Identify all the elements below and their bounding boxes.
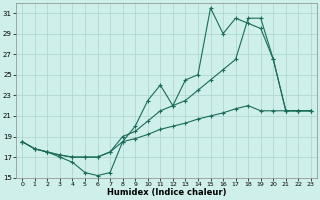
X-axis label: Humidex (Indice chaleur): Humidex (Indice chaleur) <box>107 188 226 197</box>
